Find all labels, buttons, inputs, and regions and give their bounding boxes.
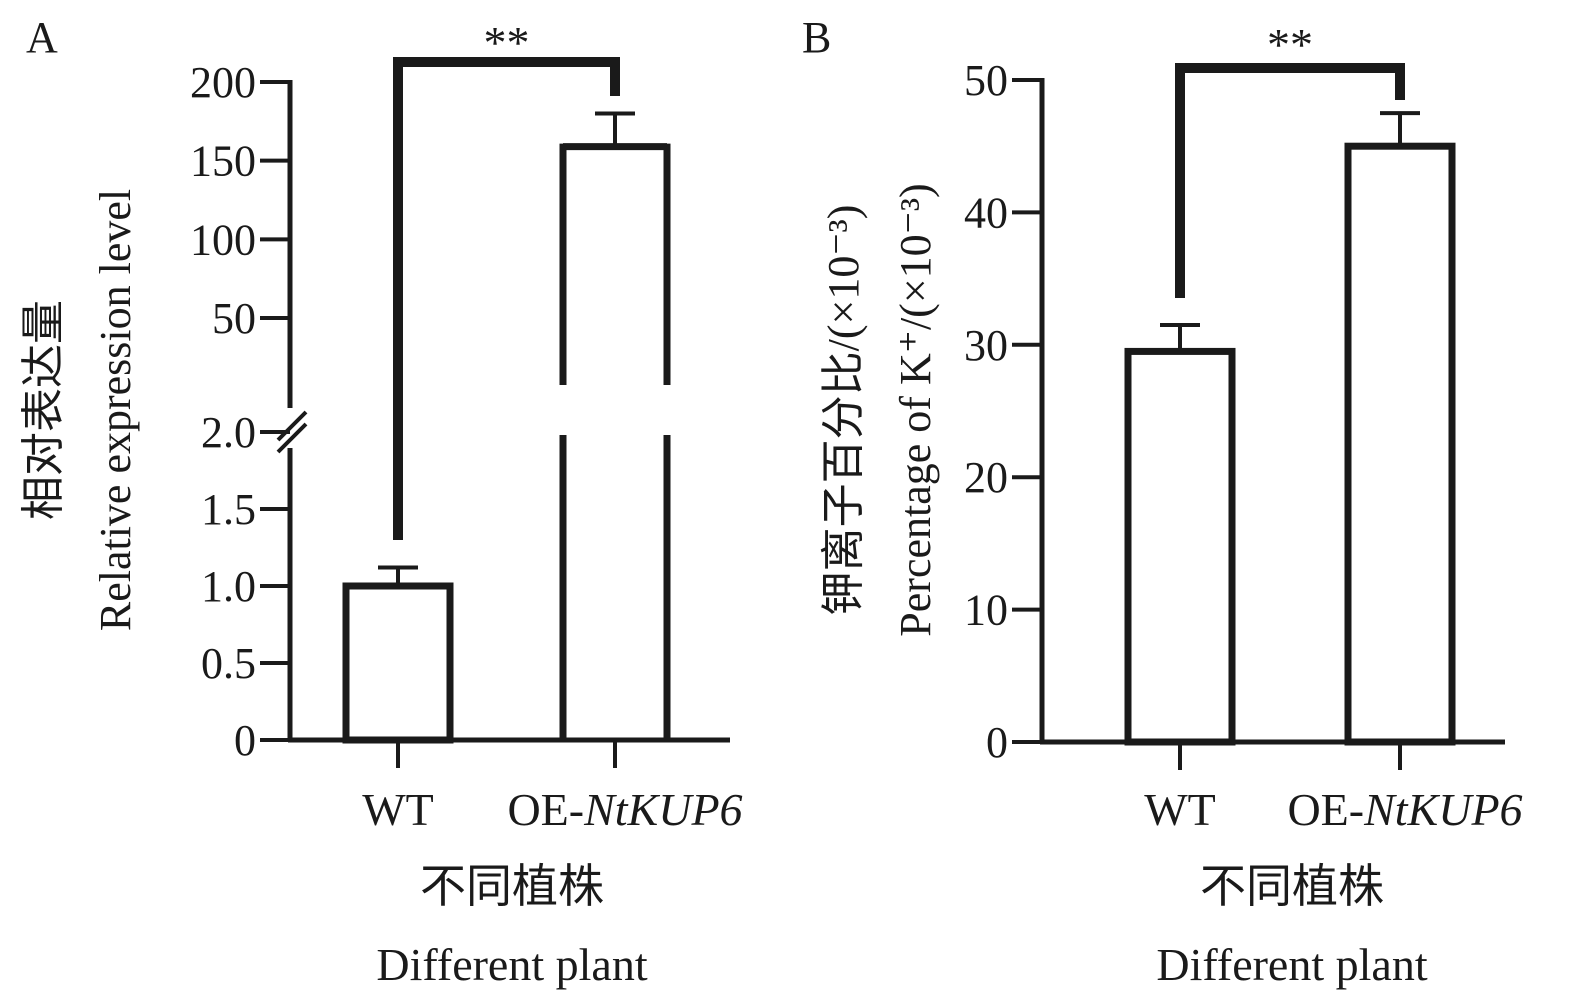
panel-b-significance-label: **	[1267, 19, 1313, 70]
panel-a-y-tick-label: 100	[190, 215, 256, 264]
panel-a-y-tick-label: 1.5	[201, 485, 256, 534]
panel-b-y-tick-label: 0	[986, 718, 1008, 767]
panel-a-y-tick-label: 1.0	[201, 562, 256, 611]
panel-b-bar-wt	[1124, 347, 1236, 746]
panel-a-x-tick-label-wt: WT	[362, 784, 434, 835]
panel-a-xlabel-en: Different plant	[376, 939, 647, 990]
panel-b-significance-bracket	[1175, 63, 1405, 298]
panel-a-bar-wt	[342, 582, 454, 744]
panel-a-y-tick-label: 200	[190, 58, 256, 107]
panel-a-y-tick-label: 0.5	[201, 639, 256, 688]
panel-a-y-tick-label: 150	[190, 137, 256, 186]
panel-b-ylabel-en: Percentage of K⁺/(×10⁻³)	[891, 183, 940, 636]
panel-a-axis-break-mark	[276, 422, 308, 454]
panel-b-y-tick-label: 30	[964, 321, 1008, 370]
panel-a-y-tick-label: 2.0	[201, 408, 256, 457]
panel-a-x-tick-label-oe: OE-NtKUP6	[507, 784, 742, 835]
panel-a-y-tick-label: 0	[234, 716, 256, 765]
panel-b-xlabel-cn: 不同植株	[1200, 861, 1384, 912]
panel-b-x-tick-label-oe: OE-NtKUP6	[1287, 784, 1522, 835]
panel-b-ylabel-cn: 钾离子百分比/(×10⁻³)	[819, 205, 868, 616]
panel-b-y-tick-label: 40	[964, 188, 1008, 237]
panel-a-plot: 0 0.5 1.0 1.5 2.0 50 100 150 200 WT OE-NtKUP6 **	[190, 17, 743, 835]
panel-a-significance-bracket	[393, 57, 620, 540]
panel-a-significance-label: **	[484, 17, 530, 68]
panel-b-y-tick-label: 50	[964, 56, 1008, 105]
panel-a-ylabel-en: Relative expression level	[91, 189, 140, 631]
panel-a-axis-break-mark	[276, 410, 308, 442]
panel-b-xlabel-en: Different plant	[1156, 939, 1427, 990]
panel-b-bar-oe	[1344, 142, 1456, 746]
panel-b-y-tick-label: 10	[964, 586, 1008, 635]
panel-b-x-tick-label-wt: WT	[1144, 784, 1216, 835]
panel-a-ylabel-cn: 相对表达量	[19, 300, 68, 520]
panel-b-y-tick-label: 20	[964, 453, 1008, 502]
panel-a-y-tick-label: 50	[212, 294, 256, 343]
panel-a-letter: A	[26, 13, 58, 62]
panel-b-letter: B	[802, 13, 831, 62]
panel-a-xlabel-cn: 不同植株	[420, 861, 604, 912]
panel-b-plot: 0 10 20 30 40 50 WT OE-NtKUP6 **	[964, 19, 1523, 835]
